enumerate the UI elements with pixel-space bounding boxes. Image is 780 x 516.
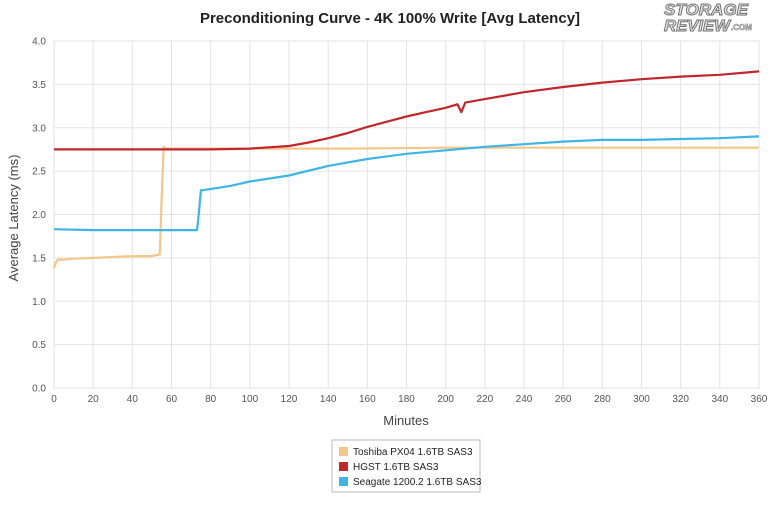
x-tick-label: 200 — [437, 394, 454, 405]
grid-lines — [53, 40, 760, 389]
x-tick-label: 220 — [476, 394, 493, 405]
legend: Toshiba PX04 1.6TB SAS3 HGST 1.6TB SAS3 Se… — [331, 439, 482, 493]
y-tick-label: 1.0 — [32, 297, 46, 308]
x-tick-label: 240 — [516, 394, 533, 405]
x-tick-label: 320 — [672, 394, 689, 405]
legend-swatch — [339, 477, 348, 486]
y-tick-label: 1.5 — [32, 253, 46, 264]
x-tick-label: 40 — [127, 394, 139, 405]
legend-box — [331, 439, 481, 493]
x-tick-label: 60 — [166, 394, 178, 405]
x-tick-label: 140 — [320, 394, 337, 405]
y-axis-ticks: 0.0 0.5 1.0 1.5 2.0 2.5 3.0 3.5 4.0 — [32, 37, 46, 395]
x-tick-label: 260 — [555, 394, 572, 405]
x-tick-label: 180 — [398, 394, 415, 405]
logo-suffix: .COM — [731, 23, 752, 32]
x-tick-label: 120 — [281, 394, 298, 405]
legend-label: HGST 1.6TB SAS3 — [353, 462, 439, 473]
y-axis-label: Average Latency (ms) — [6, 155, 21, 282]
x-tick-label: 360 — [751, 394, 768, 405]
series-lines — [52, 70, 760, 269]
x-axis-label: Minutes — [383, 413, 429, 428]
x-tick-label: 160 — [359, 394, 376, 405]
storagereview-logo: STORAGE REVIEW .COM — [664, 2, 753, 36]
series-line — [53, 135, 760, 232]
x-tick-label: 0 — [51, 394, 57, 405]
y-tick-label: 2.0 — [32, 210, 46, 221]
y-tick-label: 4.0 — [32, 37, 46, 48]
x-tick-label: 80 — [205, 394, 217, 405]
legend-label: Seagate 1200.2 1.6TB SAS3 — [353, 477, 482, 488]
x-tick-label: 100 — [241, 394, 258, 405]
logo-line2: REVIEW — [664, 18, 732, 35]
x-axis-ticks: 0 20 40 60 80 100 120 140 160 180 200 220 240 260 280 3… — [51, 394, 768, 405]
y-tick-label: 3.0 — [32, 123, 46, 134]
x-tick-label: 300 — [633, 394, 650, 405]
y-tick-label: 0.5 — [32, 340, 46, 351]
legend-swatch — [339, 447, 348, 456]
x-tick-label: 20 — [88, 394, 100, 405]
series-line — [52, 145, 759, 269]
y-tick-label: 2.5 — [32, 167, 46, 178]
legend-swatch — [339, 462, 348, 471]
series-line — [54, 70, 760, 151]
y-tick-label: 0.0 — [32, 384, 46, 395]
legend-label: Toshiba PX04 1.6TB SAS3 — [353, 447, 473, 458]
y-tick-label: 3.5 — [32, 80, 46, 91]
x-tick-label: 340 — [711, 394, 728, 405]
x-tick-label: 280 — [594, 394, 611, 405]
chart-title: Preconditioning Curve - 4K 100% Write [A… — [200, 10, 580, 27]
legend-items: Toshiba PX04 1.6TB SAS3 HGST 1.6TB SAS3 Se… — [339, 447, 482, 488]
logo-line1: STORAGE — [664, 2, 749, 19]
